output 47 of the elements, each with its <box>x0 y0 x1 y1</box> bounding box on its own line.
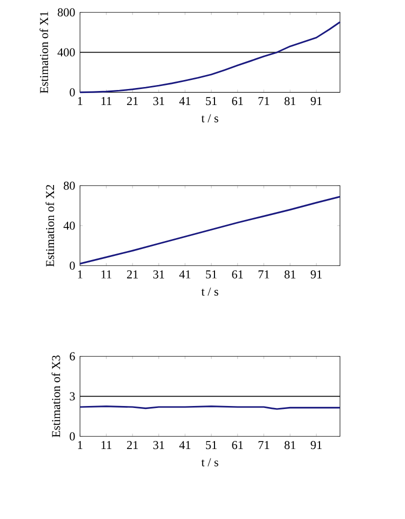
x-tick-label: 1 <box>78 97 82 105</box>
x-axis-title: t / s <box>201 288 218 296</box>
x-tick-label: 51 <box>206 270 217 278</box>
x-tick-label: 71 <box>258 441 270 449</box>
x-tick-label: 61 <box>232 97 243 106</box>
x-tick-label: 11 <box>102 97 112 105</box>
x-tick-label: 61 <box>232 441 243 450</box>
x-tick-label: 31 <box>153 270 164 278</box>
x-tick-label: 81 <box>284 441 296 450</box>
x-tick-label: 41 <box>179 270 190 278</box>
x-tick-label: 51 <box>206 97 217 106</box>
y-axis-title: Estimation of X3 <box>52 355 60 438</box>
y-tick-label: 400 <box>58 48 75 56</box>
line-series <box>79 21 341 94</box>
x-tick-label: 91 <box>310 270 322 278</box>
x-tick-label: 31 <box>153 97 164 106</box>
x-tick-label: 81 <box>284 97 296 106</box>
x-tick-label: 31 <box>153 441 164 450</box>
y-tick-label: 0 <box>70 262 75 270</box>
y-axis-title: Estimation of X1 <box>40 12 48 94</box>
x-tick-label: 91 <box>310 441 322 450</box>
x-tick-label: 91 <box>310 97 322 106</box>
x-tick-label: 51 <box>206 441 217 450</box>
x-tick-label: 41 <box>179 441 190 449</box>
y-tick-label: 6 <box>70 352 75 360</box>
x-tick-label: 81 <box>284 270 296 278</box>
x-tick-label: 21 <box>127 270 138 278</box>
x-tick-label: 61 <box>232 270 243 278</box>
y-tick-label: 0 <box>70 88 75 96</box>
x-axis-title: t / s <box>201 114 218 122</box>
x-tick-label: 21 <box>127 97 138 105</box>
x-tick-label: 41 <box>179 97 190 105</box>
x-tick-label: 71 <box>258 97 270 105</box>
x-tick-label: 1 <box>78 441 82 449</box>
line-series <box>79 196 341 264</box>
x-tick-label: 1 <box>78 270 82 278</box>
x-axis-title: t / s <box>201 458 218 466</box>
x-tick-label: 11 <box>102 441 112 449</box>
x-tick-label: 21 <box>127 441 138 449</box>
y-tick-label: 800 <box>58 8 75 16</box>
y-tick-label: 40 <box>64 222 75 230</box>
x-tick-label: 11 <box>102 270 112 278</box>
y-tick-label: 0 <box>70 432 75 440</box>
y-axis-title: Estimation of X2 <box>46 185 54 267</box>
x-tick-label: 71 <box>258 270 270 278</box>
y-tick-label: 80 <box>64 182 75 190</box>
y-tick-label: 3 <box>70 392 75 400</box>
